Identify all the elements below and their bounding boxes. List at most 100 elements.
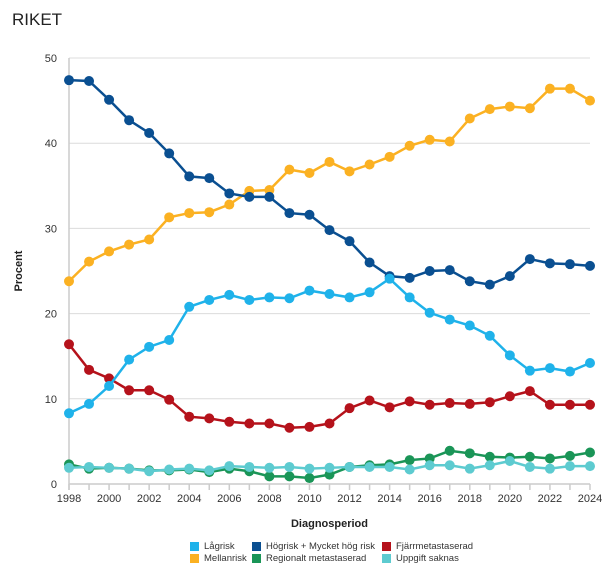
- data-point: [424, 134, 435, 145]
- chart-title: RIKET: [12, 10, 63, 29]
- legend-swatch: [252, 554, 261, 563]
- legend-swatch: [382, 542, 391, 551]
- data-point: [244, 294, 255, 305]
- y-axis-label: Procent: [13, 250, 25, 291]
- data-point: [184, 171, 195, 182]
- data-point: [124, 463, 135, 474]
- data-point: [104, 462, 115, 473]
- data-point: [364, 257, 375, 268]
- data-point: [264, 471, 275, 482]
- data-point: [284, 164, 295, 175]
- data-point: [284, 293, 295, 304]
- data-point: [404, 140, 415, 151]
- data-point: [524, 103, 535, 114]
- data-point: [544, 258, 555, 269]
- data-point: [244, 461, 255, 472]
- data-point: [464, 276, 475, 287]
- data-point: [284, 461, 295, 472]
- data-point: [64, 339, 74, 350]
- data-point: [324, 418, 335, 429]
- data-point: [564, 259, 575, 270]
- legend-label: Lågrisk: [204, 541, 235, 552]
- x-tick-label: 2016: [417, 493, 441, 505]
- data-point: [164, 148, 175, 159]
- data-point: [144, 385, 155, 396]
- data-point: [164, 394, 175, 405]
- data-point: [404, 272, 415, 283]
- data-point: [464, 113, 475, 124]
- data-point: [585, 260, 595, 271]
- data-point: [284, 471, 295, 482]
- data-point: [524, 254, 535, 265]
- data-point: [364, 287, 375, 298]
- data-point: [84, 364, 95, 375]
- y-tick-label: 30: [45, 223, 57, 235]
- legend-item[interactable]: Lågrisk: [190, 541, 252, 552]
- data-point: [124, 385, 135, 396]
- data-point: [484, 104, 495, 115]
- data-point: [424, 460, 435, 471]
- x-tick-label: 2008: [257, 493, 281, 505]
- data-point: [144, 127, 155, 138]
- legend-item[interactable]: Mellanrisk: [190, 553, 252, 564]
- data-point: [244, 191, 255, 202]
- y-tick-label: 10: [45, 394, 57, 406]
- legend: Lågrisk Högrisk + Mycket hög risk Fjärrmet…: [190, 541, 492, 564]
- x-tick-label: 2022: [538, 493, 562, 505]
- data-point: [264, 292, 275, 303]
- data-point: [184, 208, 195, 219]
- legend-label: Högrisk + Mycket hög risk: [266, 541, 376, 552]
- data-point: [424, 307, 435, 318]
- x-tick-label: 2010: [297, 493, 321, 505]
- data-point: [344, 166, 355, 177]
- legend-item[interactable]: Uppgift saknas: [382, 553, 492, 564]
- legend-label: Regionalt metastaserad: [266, 553, 367, 564]
- data-point: [544, 363, 555, 374]
- data-point: [304, 209, 315, 220]
- data-point: [384, 151, 395, 162]
- data-point: [344, 236, 355, 247]
- data-point: [324, 462, 335, 473]
- data-point: [544, 83, 555, 94]
- data-point: [304, 421, 315, 432]
- data-point: [144, 234, 155, 245]
- legend-item[interactable]: Fjärrmetastaserad: [382, 541, 492, 552]
- data-point: [464, 463, 475, 474]
- data-point: [464, 320, 475, 331]
- data-point: [304, 168, 315, 179]
- series-line-1: [68, 87, 591, 283]
- data-point: [464, 398, 475, 409]
- data-point: [404, 455, 415, 466]
- data-point: [84, 76, 95, 87]
- data-point: [264, 418, 275, 429]
- data-point: [444, 314, 455, 325]
- data-point: [424, 399, 435, 410]
- data-point: [124, 239, 135, 250]
- data-point: [404, 464, 415, 475]
- data-point: [444, 445, 455, 456]
- legend-swatch: [382, 554, 391, 563]
- data-point: [104, 381, 115, 392]
- data-point: [585, 461, 595, 472]
- data-point: [64, 408, 74, 419]
- legend-item[interactable]: Högrisk + Mycket hög risk: [252, 541, 382, 552]
- data-point: [585, 447, 595, 458]
- data-point: [304, 473, 315, 484]
- data-point: [164, 464, 175, 475]
- data-point: [544, 453, 555, 464]
- legend-label: Fjärrmetastaserad: [396, 541, 474, 552]
- data-point: [444, 265, 455, 276]
- x-tick-label: 2012: [337, 493, 361, 505]
- data-point: [544, 463, 555, 474]
- legend-item[interactable]: Regionalt metastaserad: [252, 553, 382, 564]
- data-point: [564, 366, 575, 377]
- data-point: [344, 403, 355, 414]
- data-point: [504, 101, 515, 112]
- data-point: [444, 136, 455, 147]
- data-point: [524, 386, 535, 397]
- x-tick-label: 2006: [217, 493, 241, 505]
- data-point: [284, 208, 295, 219]
- data-point: [484, 451, 495, 462]
- data-point: [404, 292, 415, 303]
